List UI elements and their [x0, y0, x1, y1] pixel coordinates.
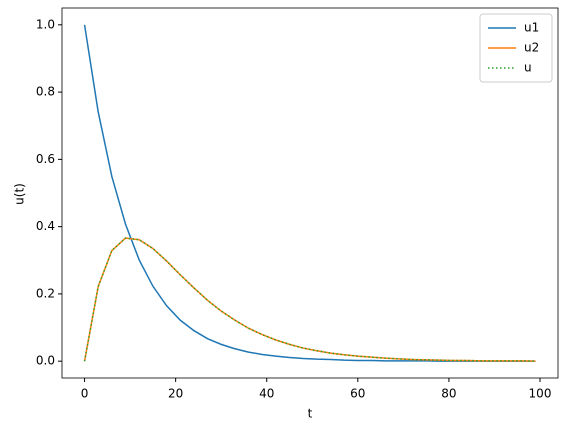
y-tick-label: 0.0	[36, 354, 55, 368]
x-tick-label: 0	[81, 387, 89, 401]
y-axis-label: u(t)	[13, 183, 27, 205]
x-tick-label: 100	[529, 387, 552, 401]
line-u2	[83, 237, 536, 362]
y-tick-label: 0.6	[36, 152, 55, 166]
plot-frame	[61, 7, 559, 379]
line-u1	[83, 24, 536, 362]
x-tick-label: 60	[350, 387, 365, 401]
x-tick-label: 40	[259, 387, 274, 401]
y-tick-label: 0.2	[36, 286, 55, 300]
x-tick-label: 20	[168, 387, 183, 401]
y-tick-label: 0.4	[36, 219, 55, 233]
legend-label: u1	[524, 21, 539, 35]
legend-label: u2	[524, 41, 539, 55]
legend-label: u	[524, 61, 532, 75]
x-axis-label: t	[308, 407, 313, 421]
line-u	[83, 237, 536, 362]
y-tick-label: 1.0	[36, 17, 55, 31]
x-tick-label: 80	[441, 387, 456, 401]
y-tick-label: 0.8	[36, 85, 55, 99]
